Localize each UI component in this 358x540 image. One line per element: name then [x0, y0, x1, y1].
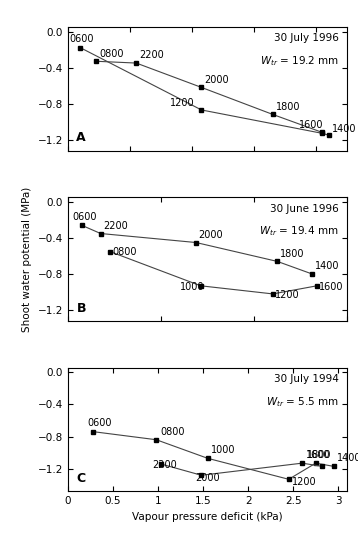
Text: 1800: 1800 — [307, 450, 331, 460]
Text: 0600: 0600 — [88, 418, 112, 428]
Text: 1600: 1600 — [299, 120, 324, 130]
Text: 2200: 2200 — [152, 461, 176, 470]
Text: 2200: 2200 — [139, 50, 164, 60]
Text: 1400: 1400 — [337, 453, 358, 463]
Text: 30 July 1994: 30 July 1994 — [274, 374, 339, 384]
Text: 1000: 1000 — [211, 445, 236, 455]
Text: 1000: 1000 — [180, 282, 204, 292]
Text: C: C — [76, 472, 86, 485]
Text: 1200: 1200 — [275, 290, 300, 300]
Text: 1400: 1400 — [315, 261, 339, 272]
Text: 2000: 2000 — [204, 75, 229, 85]
Text: 1400: 1400 — [332, 124, 356, 134]
Text: 30 July 1996: 30 July 1996 — [274, 33, 339, 43]
Text: 1800: 1800 — [280, 249, 304, 259]
Text: 0800: 0800 — [99, 49, 124, 58]
Text: 2000: 2000 — [198, 230, 223, 240]
Text: 0600: 0600 — [69, 34, 94, 44]
Text: $W_{tr}$ = 5.5 mm: $W_{tr}$ = 5.5 mm — [266, 395, 339, 409]
X-axis label: Vapour pressure deficit (kPa): Vapour pressure deficit (kPa) — [132, 512, 283, 522]
Text: 0800: 0800 — [112, 247, 137, 257]
Text: 1200: 1200 — [170, 98, 195, 108]
Y-axis label: Shoot water potential (MPa): Shoot water potential (MPa) — [22, 187, 32, 332]
Text: 1800: 1800 — [276, 102, 300, 112]
Text: A: A — [76, 131, 86, 144]
Text: 1600: 1600 — [306, 450, 330, 460]
Text: $W_{tr}$ = 19.2 mm: $W_{tr}$ = 19.2 mm — [260, 54, 339, 68]
Text: 30 June 1996: 30 June 1996 — [270, 204, 339, 214]
Text: 1200: 1200 — [292, 477, 317, 487]
Text: $W_{tr}$ = 19.4 mm: $W_{tr}$ = 19.4 mm — [260, 225, 339, 239]
Text: 0600: 0600 — [73, 212, 97, 222]
Text: 1600: 1600 — [319, 282, 344, 292]
Text: B: B — [76, 302, 86, 315]
Text: 2200: 2200 — [103, 221, 128, 231]
Text: 0800: 0800 — [160, 427, 184, 436]
Text: 2000: 2000 — [195, 472, 220, 483]
